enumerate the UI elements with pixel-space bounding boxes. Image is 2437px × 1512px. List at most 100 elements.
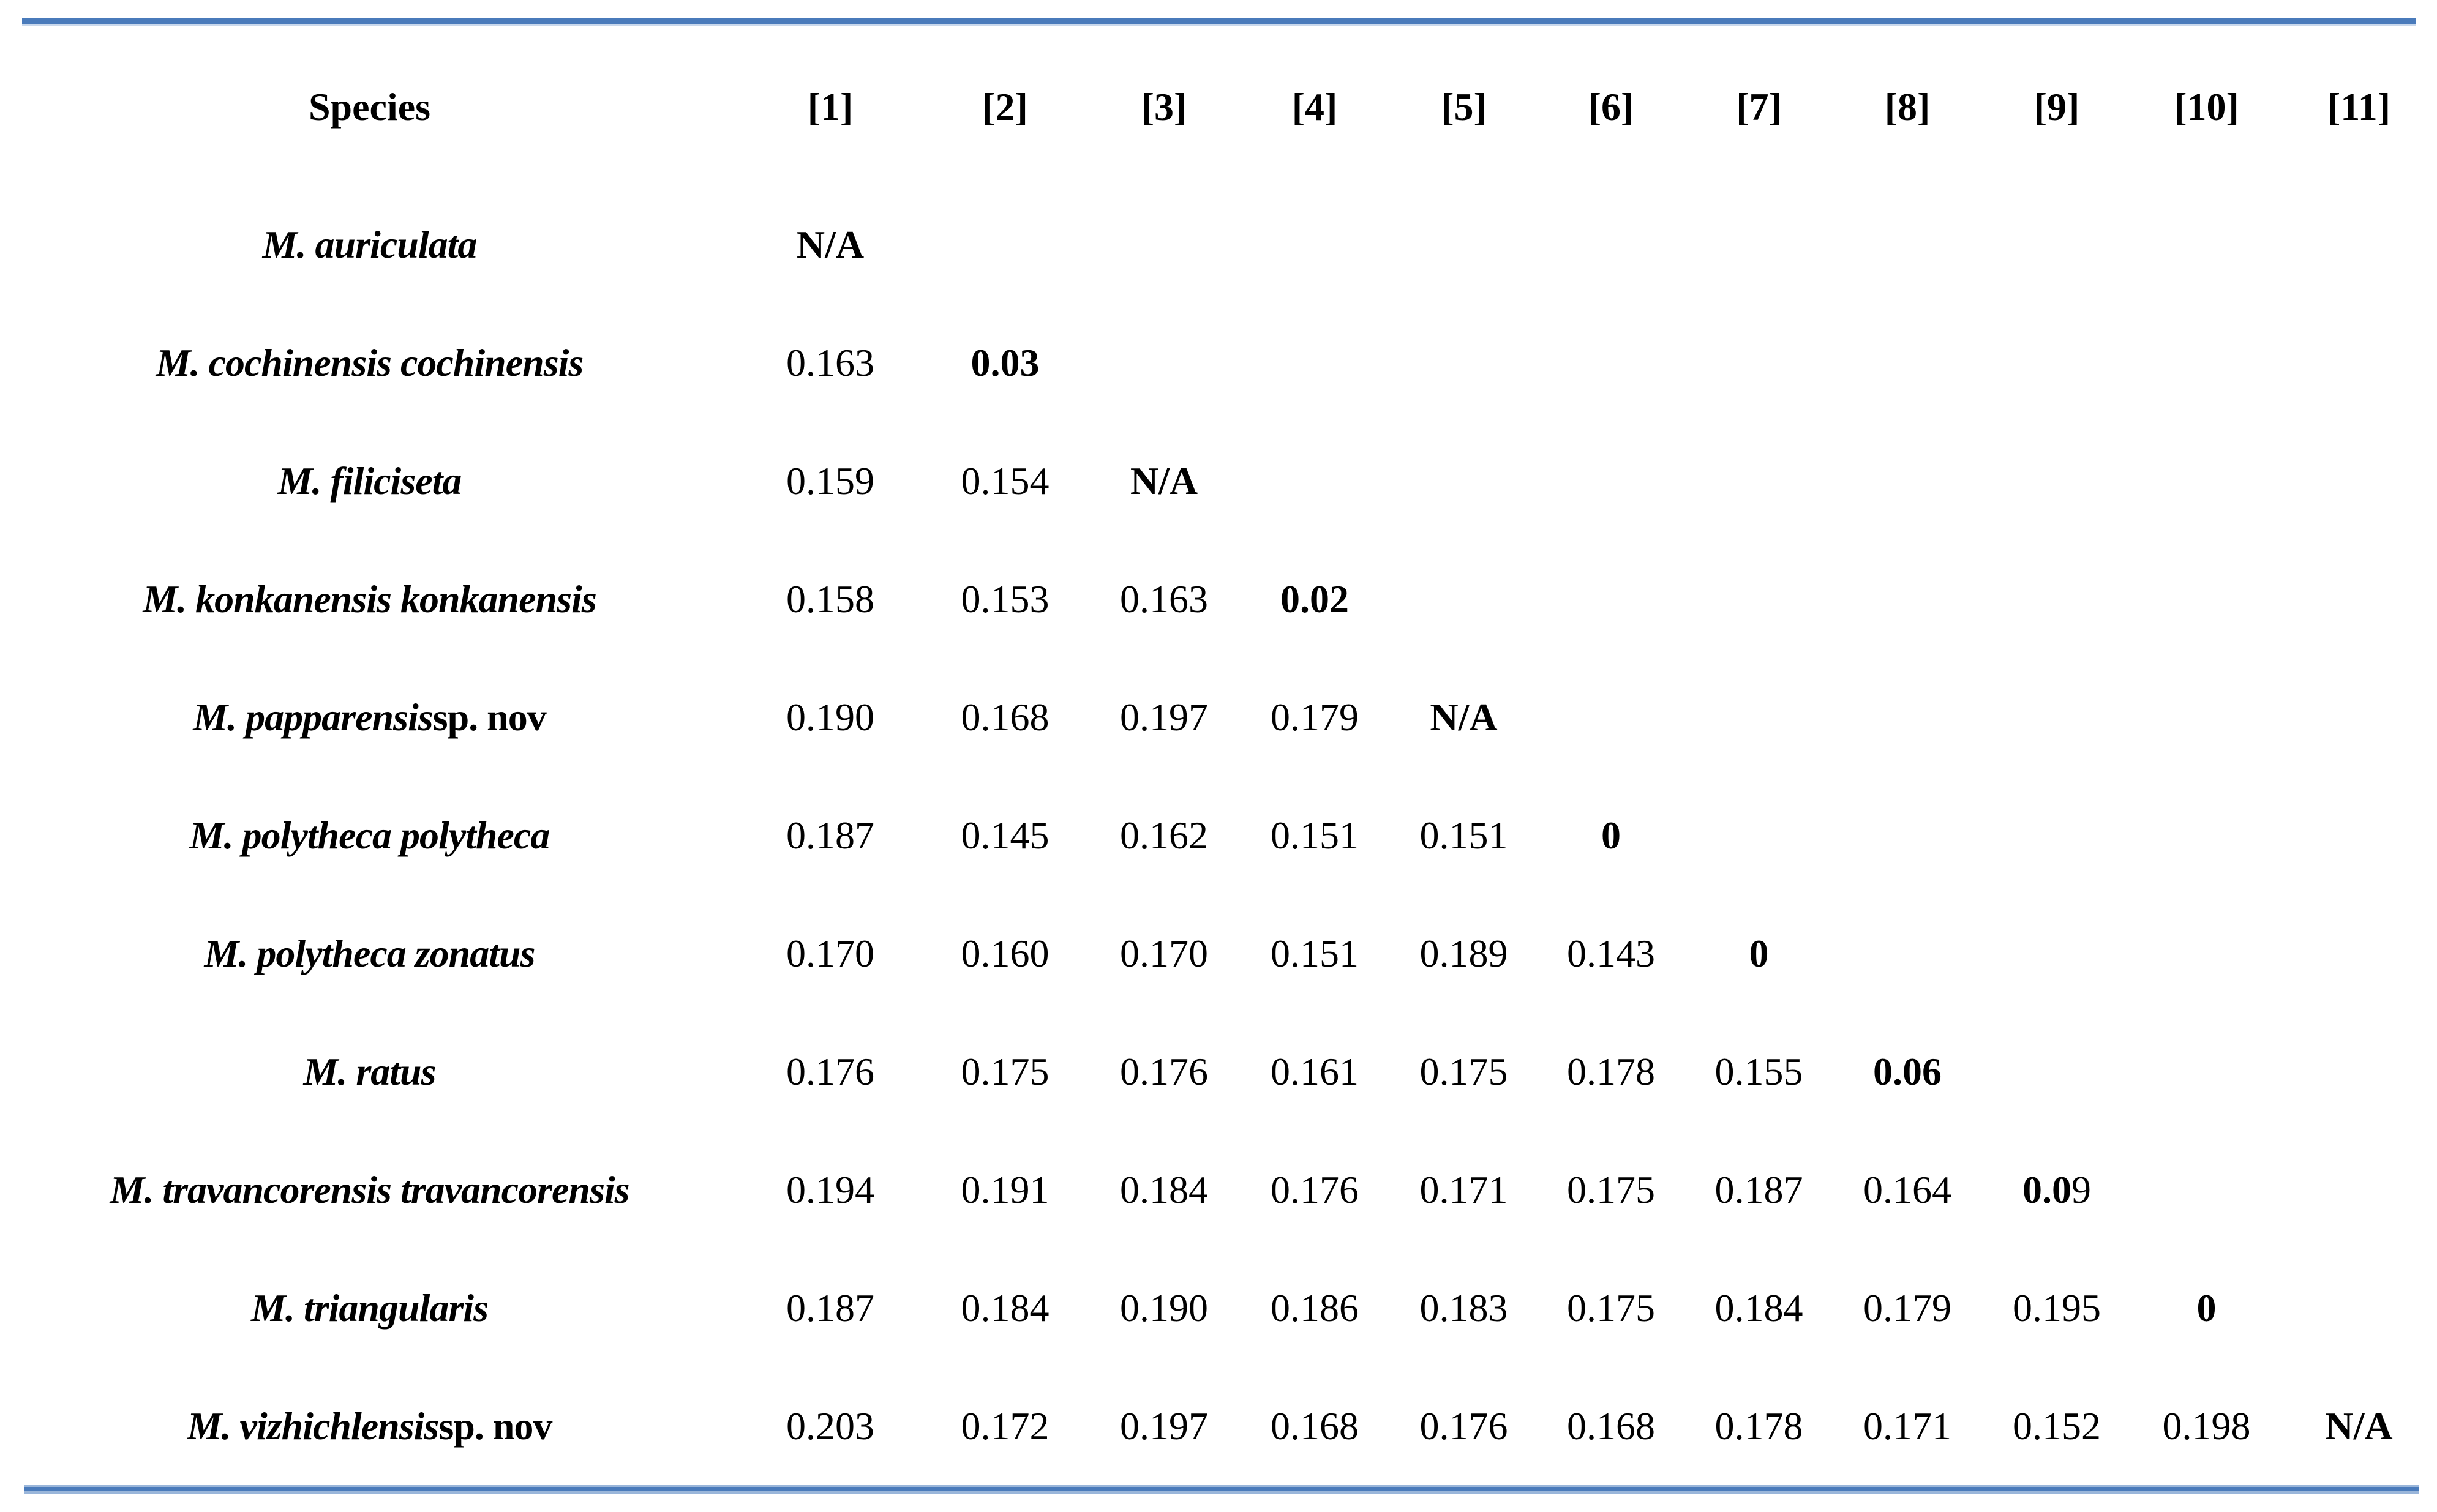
distance-value: 0.175: [1419, 1049, 1508, 1093]
distance-value: 0.161: [1271, 1049, 1359, 1093]
distance-value: 0.183: [1419, 1286, 1508, 1330]
distance-value: 0.175: [1567, 1167, 1655, 1211]
distance-cell: [1981, 541, 2132, 659]
table-bottom-border: [24, 1485, 2419, 1494]
species-name: M. filiciseta: [277, 459, 462, 503]
distance-cell: [1538, 186, 1684, 304]
distance-cell: [1538, 541, 1684, 659]
distance-cell: [1390, 304, 1538, 422]
distance-value: 0.172: [961, 1404, 1050, 1448]
distance-value: 0.197: [1120, 1404, 1208, 1448]
distance-value: 0.03: [971, 341, 1040, 385]
distance-cell: 0.190: [739, 659, 922, 777]
distance-cell: 0.158: [739, 541, 922, 659]
distance-cell: [1833, 541, 1981, 659]
distance-cell: 0.151: [1239, 777, 1390, 895]
distance-cell: 0.187: [739, 1249, 922, 1367]
distance-cell: [1833, 659, 1981, 777]
species-name: M. auriculata: [262, 223, 478, 267]
distance-value: 0.155: [1714, 1049, 1803, 1093]
distance-value: 0.179: [1271, 695, 1359, 739]
distance-cell: 0.155: [1684, 1012, 1833, 1131]
distance-value: 0.163: [786, 341, 874, 385]
distance-cell: 0.159: [739, 422, 922, 541]
distance-cell: [1981, 304, 2132, 422]
distance-cell: [2132, 541, 2281, 659]
distance-cell: 0.171: [1390, 1131, 1538, 1249]
distance-value: N/A: [2325, 1404, 2393, 1448]
distance-value: 0.184: [1120, 1167, 1208, 1211]
distance-value: 0.179: [1863, 1286, 1951, 1330]
distance-value: 0.02: [1280, 577, 1349, 621]
distance-cell: 0.175: [1538, 1131, 1684, 1249]
distance-cell: [1684, 777, 1833, 895]
distance-cell: 0.184: [922, 1249, 1089, 1367]
distance-cell: 0.170: [739, 894, 922, 1012]
distance-cell: [1981, 1012, 2132, 1131]
distance-cell: 0.153: [922, 541, 1089, 659]
header-cell-7: [7]: [1736, 85, 1782, 129]
distance-cell: [2132, 1012, 2281, 1131]
distance-value: 0.176: [1419, 1404, 1508, 1448]
distance-value: N/A: [796, 223, 865, 267]
distance-cell: 0.176: [1390, 1367, 1538, 1485]
distance-cell: [2281, 777, 2437, 895]
distance-cell: [1390, 186, 1538, 304]
header-cell-5: [5]: [1441, 85, 1487, 129]
header-cell-4: [4]: [1291, 85, 1338, 129]
distance-value: 0.159: [786, 459, 874, 503]
distance-cell: [1833, 894, 1981, 1012]
distance-cell: 0.152: [1981, 1367, 2132, 1485]
species-name-cell: M. polytheca zonatus: [0, 894, 739, 1012]
distance-value: 0.184: [961, 1286, 1050, 1330]
species-name: M. polytheca polytheca: [189, 813, 550, 857]
species-name-suffix: sp. nov: [438, 1404, 552, 1448]
distance-cell: 0.190: [1089, 1249, 1239, 1367]
distance-cell: [1833, 777, 1981, 895]
table-top-border: [22, 18, 2416, 26]
distance-cell: 0.0 9: [1981, 1131, 2132, 1249]
distance-cell: 0.151: [1390, 777, 1538, 895]
distance-value: 0.176: [1271, 1167, 1359, 1211]
distance-value: 0.178: [1714, 1404, 1803, 1448]
header-cell-3: [3]: [1141, 85, 1187, 129]
distance-value: N/A: [1430, 695, 1498, 739]
distance-cell: [1981, 422, 2132, 541]
distance-cell: [1684, 304, 1833, 422]
header-cell-6: [6]: [1588, 85, 1634, 129]
distance-cell: 0.175: [922, 1012, 1089, 1131]
header-cell-1: [1]: [807, 85, 854, 129]
distance-value: 0.164: [1863, 1167, 1951, 1211]
species-name-cell: M. polytheca polytheca: [0, 777, 739, 895]
distance-cell: 0.184: [1089, 1131, 1239, 1249]
distance-value: 0.153: [961, 577, 1050, 621]
distance-cell: 0.179: [1239, 659, 1390, 777]
distance-value: 0.151: [1271, 931, 1359, 975]
distance-value: 0.190: [1120, 1286, 1208, 1330]
distance-cell: 0.194: [739, 1131, 922, 1249]
distance-value: 0.176: [1120, 1049, 1208, 1093]
distance-cell: [1833, 186, 1981, 304]
species-name: M. cochinensis cochinensis: [156, 341, 584, 385]
distance-cell: 0.176: [739, 1012, 922, 1131]
distance-cell: [1538, 422, 1684, 541]
distance-cell: 0.197: [1089, 659, 1239, 777]
distance-cell: N/A: [739, 186, 922, 304]
distance-cell: 0.151: [1239, 894, 1390, 1012]
distance-cell: N/A: [1390, 659, 1538, 777]
distance-cell: 0.191: [922, 1131, 1089, 1249]
species-name-cell: M. vizhichlensis sp. nov: [0, 1367, 739, 1485]
distance-cell: [2132, 777, 2281, 895]
distance-cell: [2281, 1131, 2437, 1249]
species-name: M. travancorensis travancorensis: [110, 1167, 629, 1211]
distance-value: 0.189: [1419, 931, 1508, 975]
distance-cell: 0.187: [1684, 1131, 1833, 1249]
distance-cell: 0.195: [1981, 1249, 2132, 1367]
distance-cell: [2132, 894, 2281, 1012]
distance-value: 0.184: [1714, 1286, 1803, 1330]
distance-cell: [2132, 1131, 2281, 1249]
species-name-cell: M. travancorensis travancorensis: [0, 1131, 739, 1249]
distance-value: 0.197: [1120, 695, 1208, 739]
distance-cell: [1981, 659, 2132, 777]
distance-value: 0.175: [1567, 1286, 1655, 1330]
